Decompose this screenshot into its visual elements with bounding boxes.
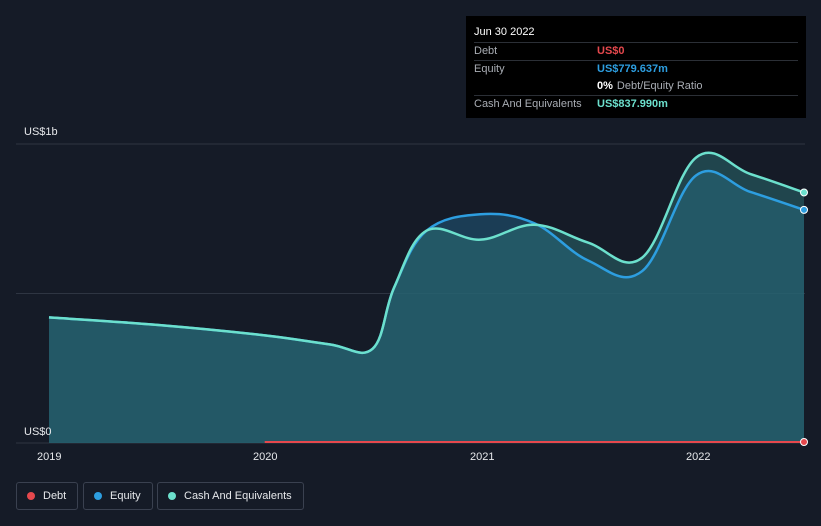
tooltip-debt-value: US$0 xyxy=(597,45,625,57)
x-tick-label-2019: 2019 xyxy=(37,451,62,463)
line-cash xyxy=(48,151,805,355)
legend-cash-label: Cash And Equivalents xyxy=(184,490,292,502)
legend-debt[interactable]: Debt xyxy=(16,482,78,510)
marker-debt xyxy=(800,438,808,446)
legend-equity[interactable]: Equity xyxy=(83,482,153,510)
tooltip-cash-value: US$837.990m xyxy=(597,98,668,110)
tooltip-cash-label: Cash And Equivalents xyxy=(474,98,582,110)
legend-cash-dot xyxy=(168,492,176,500)
y-axis-bottom-label: US$0 xyxy=(24,426,52,438)
marker-equity xyxy=(800,205,808,214)
legend-cash[interactable]: Cash And Equivalents xyxy=(157,482,304,510)
tooltip-date: Jun 30 2022 xyxy=(474,26,535,38)
area-cash xyxy=(49,152,804,444)
tooltip-row-cash: Cash And Equivalents US$837.990m xyxy=(474,95,798,113)
marker-cash xyxy=(800,188,808,197)
y-axis-top-label: US$1b xyxy=(24,126,58,138)
data-tooltip: Jun 30 2022 Debt US$0 Equity US$779.637m… xyxy=(466,16,806,118)
tooltip-equity-label: Equity xyxy=(474,63,505,75)
x-tick-label-2021: 2021 xyxy=(470,451,495,463)
legend-equity-dot xyxy=(94,492,102,500)
tooltip-equity-value: US$779.637m xyxy=(597,63,668,75)
area-equity xyxy=(49,171,804,443)
x-tick-label-2020: 2020 xyxy=(253,451,278,463)
tooltip-debt-label: Debt xyxy=(474,45,498,57)
legend-debt-dot xyxy=(27,492,35,500)
tooltip-ratio-value: 0% xyxy=(597,80,613,92)
legend-debt-label: Debt xyxy=(43,490,67,502)
tooltip-ratio-label: Debt/Equity Ratio xyxy=(616,80,703,92)
tooltip-row-debt: Debt US$0 xyxy=(474,42,798,60)
legend-equity-label: Equity xyxy=(110,490,141,502)
x-tick-label-2022: 2022 xyxy=(686,451,711,463)
tooltip-row-equity: Equity US$779.637m xyxy=(474,60,798,78)
tooltip-row-ratio: 0% Debt/Equity Ratio xyxy=(474,78,798,95)
